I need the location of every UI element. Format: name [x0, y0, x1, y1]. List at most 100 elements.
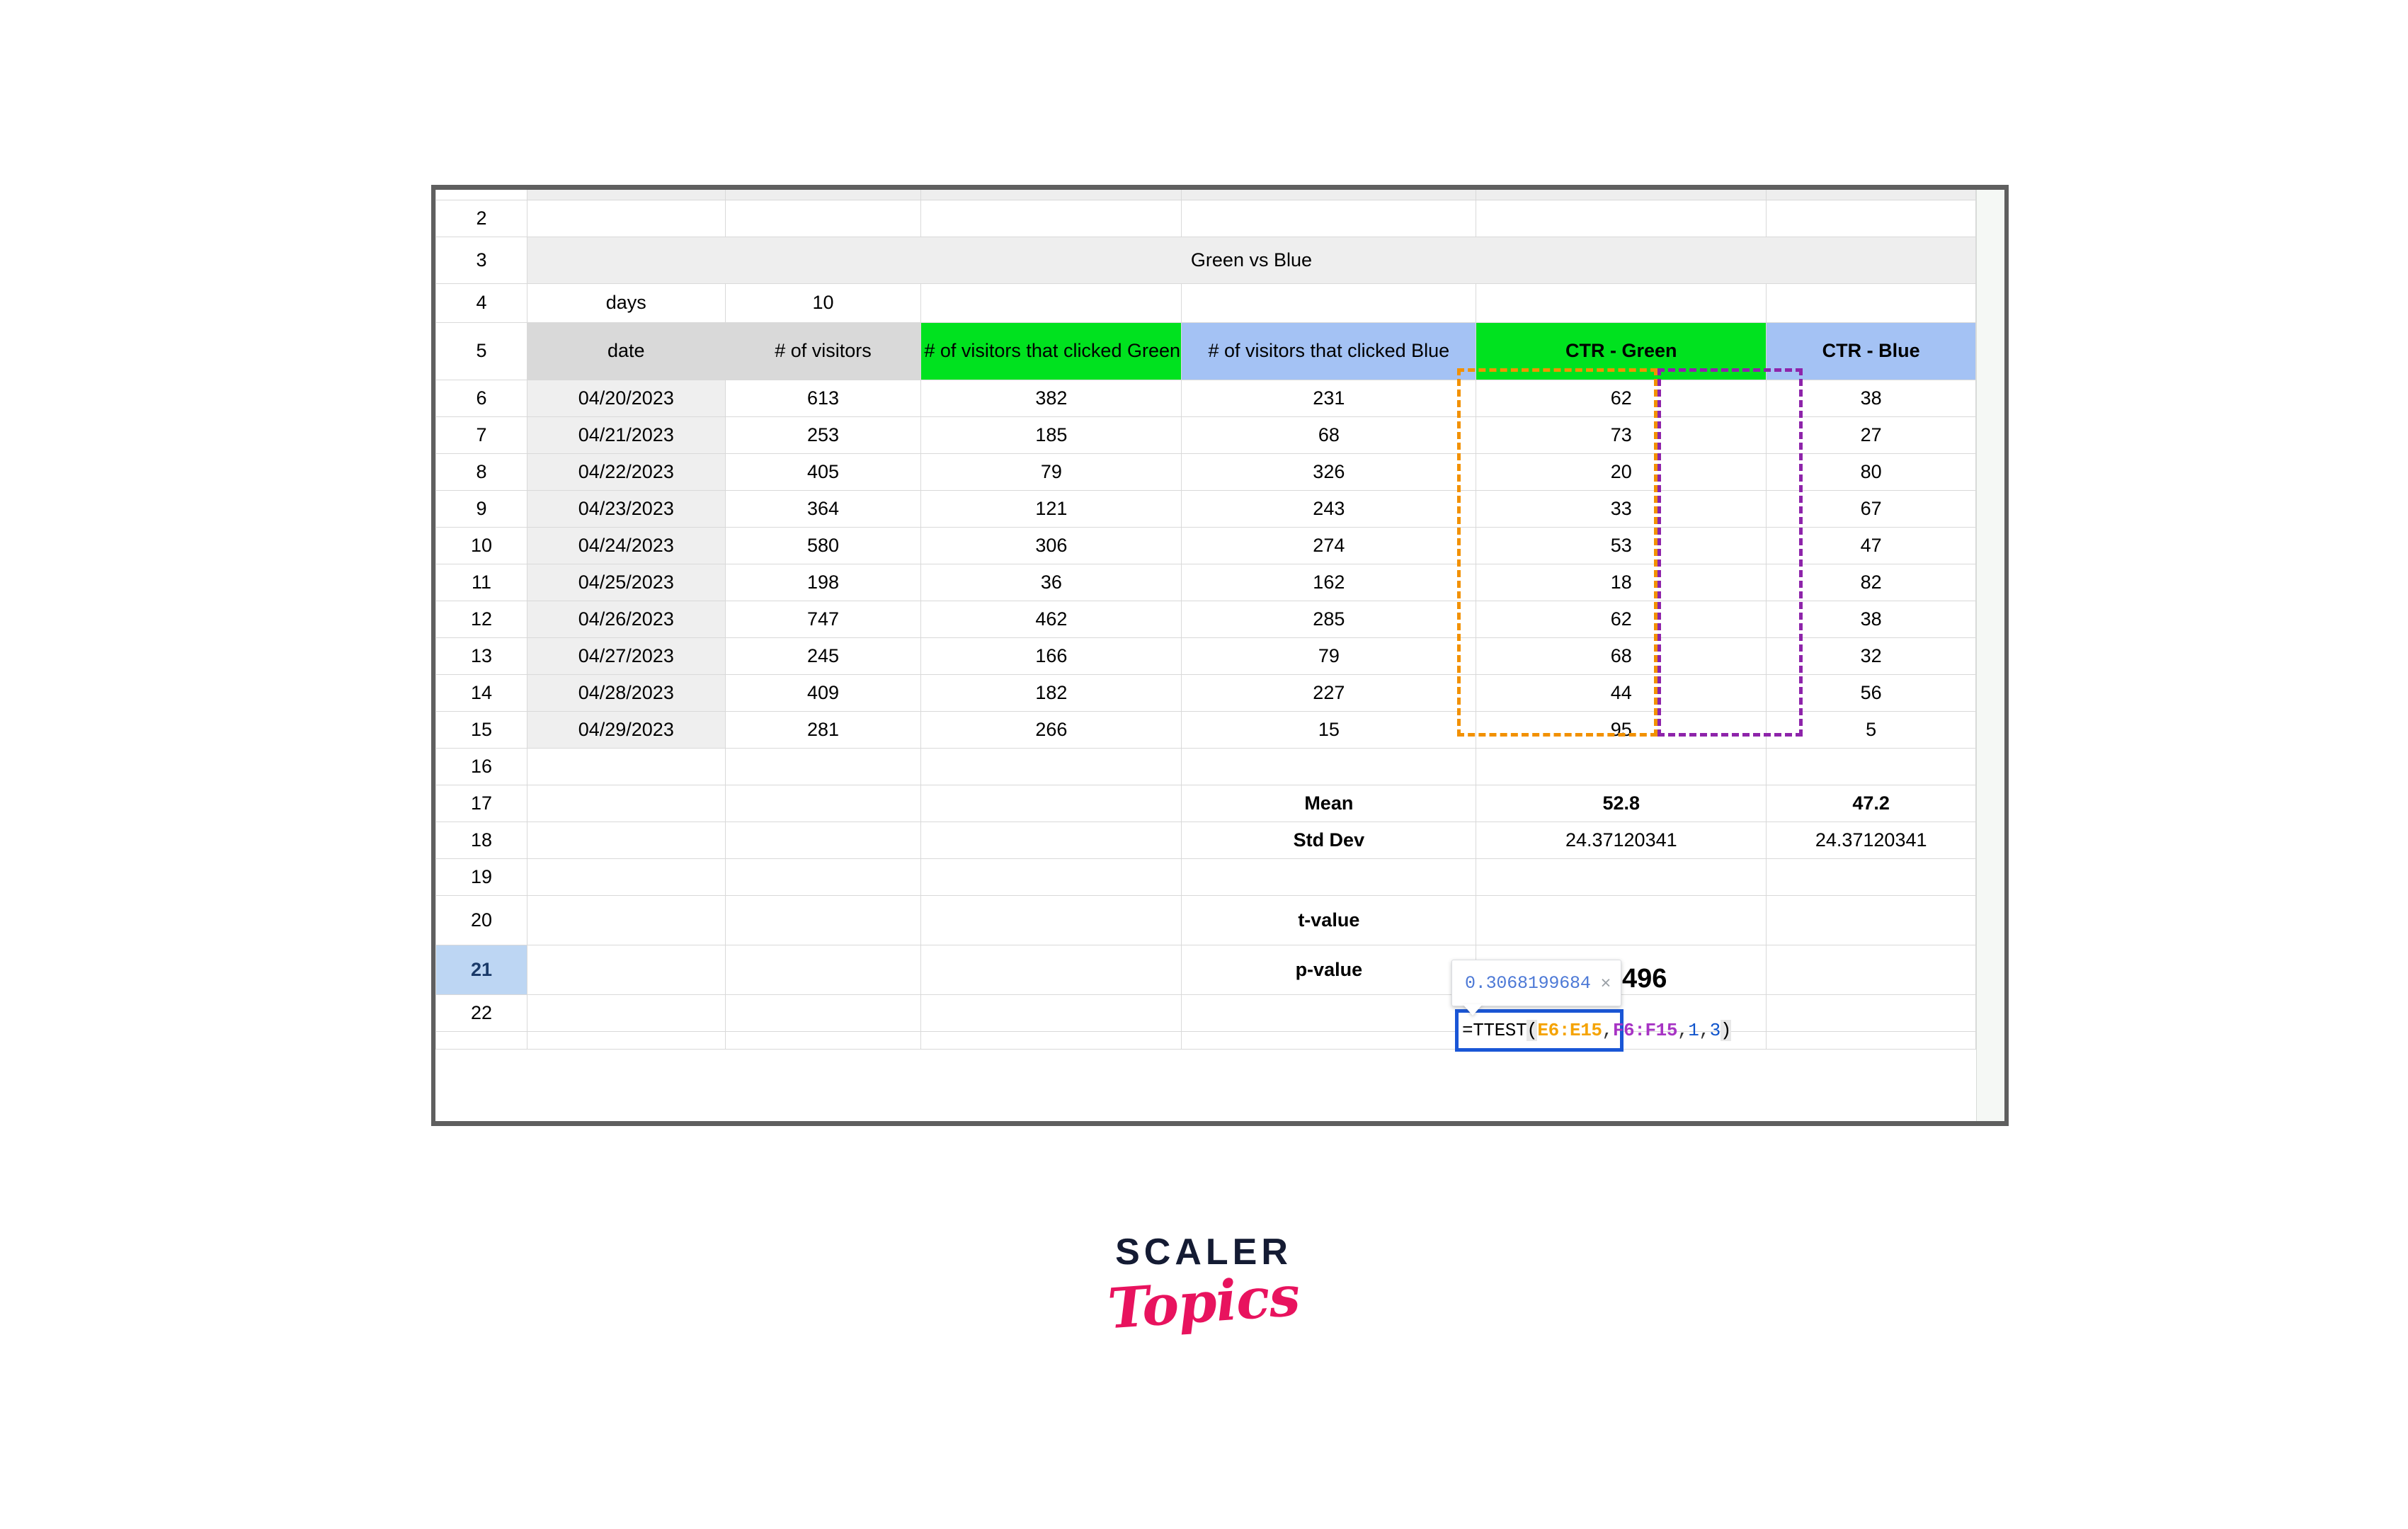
cell-clicked-green[interactable]: 185	[920, 416, 1182, 454]
cell-g16[interactable]	[1766, 747, 1976, 785]
row-header-18[interactable]: 18	[435, 821, 527, 859]
cell-g21[interactable]	[1766, 944, 1976, 995]
table-row[interactable]: 12 04/26/2023 747 462 285 62 38	[435, 600, 1976, 638]
cell-e2[interactable]	[1181, 199, 1477, 237]
cell-d2[interactable]	[920, 199, 1182, 237]
cell-f4[interactable]	[1476, 283, 1767, 323]
table-row-4[interactable]: 4 days 10	[435, 283, 1976, 323]
cell-clicked-blue[interactable]: 68	[1181, 416, 1477, 454]
cell-g22[interactable]	[1766, 994, 1976, 1032]
row-header-9[interactable]: 9	[435, 489, 527, 528]
cell-clicked-blue[interactable]: 227	[1181, 673, 1477, 712]
column-header-clicked-green[interactable]: # of visitors that clicked Green	[920, 322, 1182, 380]
cell-g2[interactable]	[1766, 199, 1976, 237]
cell-visitors[interactable]: 405	[724, 453, 922, 491]
table-row-16[interactable]: 16	[435, 747, 1976, 785]
cell-d18[interactable]	[920, 821, 1182, 859]
row-header-7[interactable]: 7	[435, 416, 527, 454]
cell-clicked-blue[interactable]: 231	[1181, 379, 1477, 417]
cell-ctr-blue[interactable]: 27	[1766, 416, 1976, 454]
cell-ctr-green[interactable]: 18	[1476, 563, 1767, 601]
cell-ctr-blue[interactable]: 38	[1766, 600, 1976, 638]
cell-e22[interactable]	[1181, 994, 1477, 1032]
t-value-cell[interactable]	[1476, 894, 1767, 945]
cell-ctr-green[interactable]: 53	[1476, 526, 1767, 564]
cell-d17[interactable]	[920, 784, 1182, 822]
cell-clicked-green[interactable]: 182	[920, 673, 1182, 712]
table-row[interactable]: 15 04/29/2023 281 266 15 95 5	[435, 710, 1976, 749]
cell-d20[interactable]	[920, 894, 1182, 945]
row-header-17[interactable]: 17	[435, 784, 527, 822]
cell-b18[interactable]	[526, 821, 726, 859]
table-row[interactable]: 8 04/22/2023 405 79 326 20 80	[435, 453, 1976, 491]
row-header-11[interactable]: 11	[435, 563, 527, 601]
cell-clicked-green[interactable]: 121	[920, 489, 1182, 528]
cell-c16[interactable]	[724, 747, 922, 785]
row-header-19[interactable]: 19	[435, 858, 527, 896]
cell-f16[interactable]	[1476, 747, 1767, 785]
mean-label[interactable]: Mean	[1181, 784, 1477, 822]
cell-b19[interactable]	[526, 858, 726, 896]
cell-ctr-blue[interactable]: 38	[1766, 379, 1976, 417]
table-row-pvalue[interactable]: 21 p-value	[435, 944, 1976, 995]
cell-ctr-blue[interactable]: 32	[1766, 637, 1976, 675]
cell-ctr-green[interactable]: 62	[1476, 600, 1767, 638]
cell-g19[interactable]	[1766, 858, 1976, 896]
cell-clicked-green[interactable]: 79	[920, 453, 1182, 491]
cell-ctr-green[interactable]: 62	[1476, 379, 1767, 417]
spreadsheet-frame[interactable]: 2 3 Green vs Blue 4 days 10	[431, 185, 2009, 1126]
cell-clicked-green[interactable]: 166	[920, 637, 1182, 675]
cell-visitors[interactable]: 747	[724, 600, 922, 638]
row-header-16[interactable]: 16	[435, 747, 527, 785]
stddev-blue-value[interactable]: 24.37120341	[1766, 821, 1976, 859]
cell-ctr-blue[interactable]: 47	[1766, 526, 1976, 564]
table-row-3[interactable]: 3 Green vs Blue	[435, 236, 1977, 284]
row-header-20[interactable]: 20	[435, 894, 527, 945]
cell-clicked-green[interactable]: 462	[920, 600, 1182, 638]
cell-e4[interactable]	[1181, 283, 1477, 323]
formula-input[interactable]: =TTEST(E6:E15, F6:F15, 1, 3)	[1455, 1009, 1731, 1052]
cell-visitors[interactable]: 613	[724, 379, 922, 417]
mean-green-value[interactable]: 52.8	[1476, 784, 1767, 822]
column-header-clicked-blue[interactable]: # of visitors that clicked Blue	[1181, 322, 1477, 380]
cell-clicked-blue[interactable]: 326	[1181, 453, 1477, 491]
cell-ctr-blue[interactable]: 80	[1766, 453, 1976, 491]
cell-c19[interactable]	[724, 858, 922, 896]
row-header-10[interactable]: 10	[435, 526, 527, 564]
column-header-ctr-blue[interactable]: CTR - Blue	[1766, 322, 1976, 380]
table-row[interactable]: 11 04/25/2023 198 36 162 18 82	[435, 563, 1976, 601]
cell-c21[interactable]	[724, 944, 922, 995]
cell-b21[interactable]	[526, 944, 726, 995]
mean-blue-value[interactable]: 47.2	[1766, 784, 1976, 822]
row-header-3[interactable]: 3	[435, 236, 527, 284]
days-value-cell[interactable]: 10	[724, 283, 922, 323]
cell-clicked-blue[interactable]: 285	[1181, 600, 1477, 638]
column-header-visitors[interactable]: # of visitors	[724, 322, 922, 380]
cell-visitors[interactable]: 245	[724, 637, 922, 675]
cell-e19[interactable]	[1181, 858, 1477, 896]
cell-date[interactable]: 04/24/2023	[526, 526, 726, 564]
spreadsheet-grid[interactable]: 2 3 Green vs Blue 4 days 10	[435, 190, 1977, 1050]
cell-c2[interactable]	[724, 199, 922, 237]
close-icon[interactable]: ×	[1600, 972, 1611, 993]
row-header-12[interactable]: 12	[435, 600, 527, 638]
cell-date[interactable]: 04/22/2023	[526, 453, 726, 491]
p-value-label[interactable]: p-value	[1181, 944, 1477, 995]
t-value-label[interactable]: t-value	[1181, 894, 1477, 945]
table-row-19[interactable]: 19	[435, 858, 1976, 896]
cell-date[interactable]: 04/28/2023	[526, 673, 726, 712]
cell-visitors[interactable]: 580	[724, 526, 922, 564]
table-header-row-5[interactable]: 5 date # of visitors # of visitors that …	[435, 322, 1976, 380]
cell-visitors[interactable]: 253	[724, 416, 922, 454]
cell-date[interactable]: 04/23/2023	[526, 489, 726, 528]
days-label-cell[interactable]: days	[526, 283, 726, 323]
table-row[interactable]: 6 04/20/2023 613 382 231 62 38	[435, 379, 1976, 417]
table-row-tvalue[interactable]: 20 t-value	[435, 894, 1976, 945]
row-header-13[interactable]: 13	[435, 637, 527, 675]
cell-c18[interactable]	[724, 821, 922, 859]
cell-ctr-green[interactable]: 95	[1476, 710, 1767, 749]
cell-ctr-blue[interactable]: 67	[1766, 489, 1976, 528]
cell-date[interactable]: 04/27/2023	[526, 637, 726, 675]
cell-date[interactable]: 04/29/2023	[526, 710, 726, 749]
cell-ctr-green[interactable]: 73	[1476, 416, 1767, 454]
